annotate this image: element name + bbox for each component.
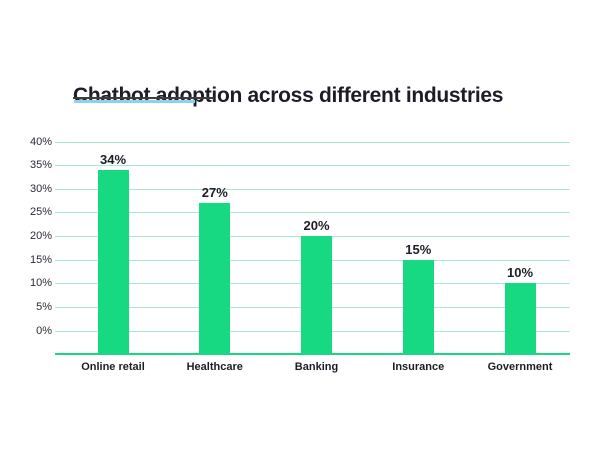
y-tick-label: 5%	[36, 300, 52, 313]
gridline	[55, 165, 570, 167]
bar-value-label: 20%	[303, 218, 330, 233]
bar-value-label: 34%	[99, 151, 127, 167]
y-tick-label: 15%	[29, 253, 52, 266]
category-label: Insurance	[392, 361, 445, 373]
category-label: Banking	[294, 361, 339, 373]
gridline	[55, 212, 570, 214]
category-label: Online retail	[81, 361, 145, 373]
y-tick-label: 25%	[29, 206, 52, 219]
y-tick-label: 35%	[29, 159, 52, 172]
bar-banking	[301, 236, 332, 353]
title-underline	[73, 97, 214, 99]
category-label: Government	[487, 361, 553, 373]
category-label: Healthcare	[186, 361, 243, 373]
bar-value-label: 15%	[405, 241, 432, 257]
title-accent-underline	[74, 100, 195, 103]
bar-value-label: 10%	[506, 265, 534, 281]
y-tick-label: 20%	[29, 230, 52, 242]
y-tick-label: 40%	[29, 135, 52, 148]
y-tick-label: 10%	[29, 277, 52, 290]
bar-insurance	[402, 259, 434, 353]
y-tick-label: 0%	[36, 324, 52, 337]
bar-government	[504, 283, 536, 353]
bar-value-label: 27%	[201, 184, 228, 200]
bar-healthcare	[199, 202, 231, 353]
y-tick-label: 30%	[29, 182, 52, 195]
gridline	[55, 141, 570, 143]
bar-online-retail	[97, 169, 129, 353]
x-axis-line	[55, 353, 570, 355]
gridline	[55, 188, 570, 190]
